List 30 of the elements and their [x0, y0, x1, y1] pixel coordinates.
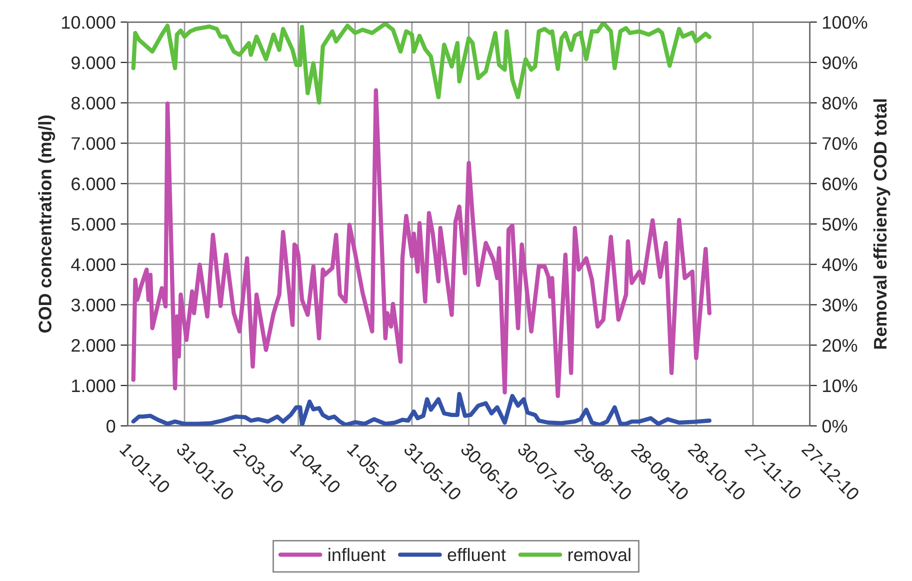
y2-tick-label: 0%	[822, 420, 848, 433]
y-tick-label: 4.000	[71, 258, 116, 272]
y2-tick-label: 50%	[822, 218, 858, 231]
y-tick-label: 0	[106, 420, 116, 433]
legend-label: influent	[328, 548, 386, 562]
y2-tick-label: 90%	[822, 56, 858, 70]
y-tick-label: 9.000	[72, 56, 116, 70]
y-tick-label: 6.000	[72, 178, 116, 190]
y2-axis-title: Removal efficiency COD total	[873, 99, 890, 349]
y-tick-label: 2.000	[72, 339, 116, 352]
y2-tick-label: 60%	[822, 178, 858, 190]
y-tick-label: 5.000	[71, 218, 116, 231]
y-tick-label: 10.000	[62, 16, 116, 29]
y2-tick-label: 20%	[822, 339, 858, 352]
y2-tick-label: 10%	[823, 379, 858, 392]
line-series	[131, 22, 712, 105]
line-series	[131, 392, 712, 426]
y2-tick-label: 30%	[822, 298, 858, 312]
line-series	[131, 88, 712, 398]
y-axis-title: COD concentration (mg/l)	[38, 116, 56, 333]
y2-tick-label: 70%	[822, 137, 858, 150]
y2-tick-label: 80%	[822, 96, 858, 110]
y-tick-label: 1.000	[72, 379, 116, 392]
y-tick-label: 8.000	[71, 96, 116, 110]
y2-tick-label: 100%	[823, 16, 868, 29]
y2-tick-label: 40%	[822, 258, 858, 272]
y-tick-label: 3.000	[71, 298, 116, 312]
legend-label: removal	[568, 548, 630, 562]
legend-label: effluent	[448, 548, 506, 562]
y-tick-label: 7.000	[72, 137, 116, 150]
